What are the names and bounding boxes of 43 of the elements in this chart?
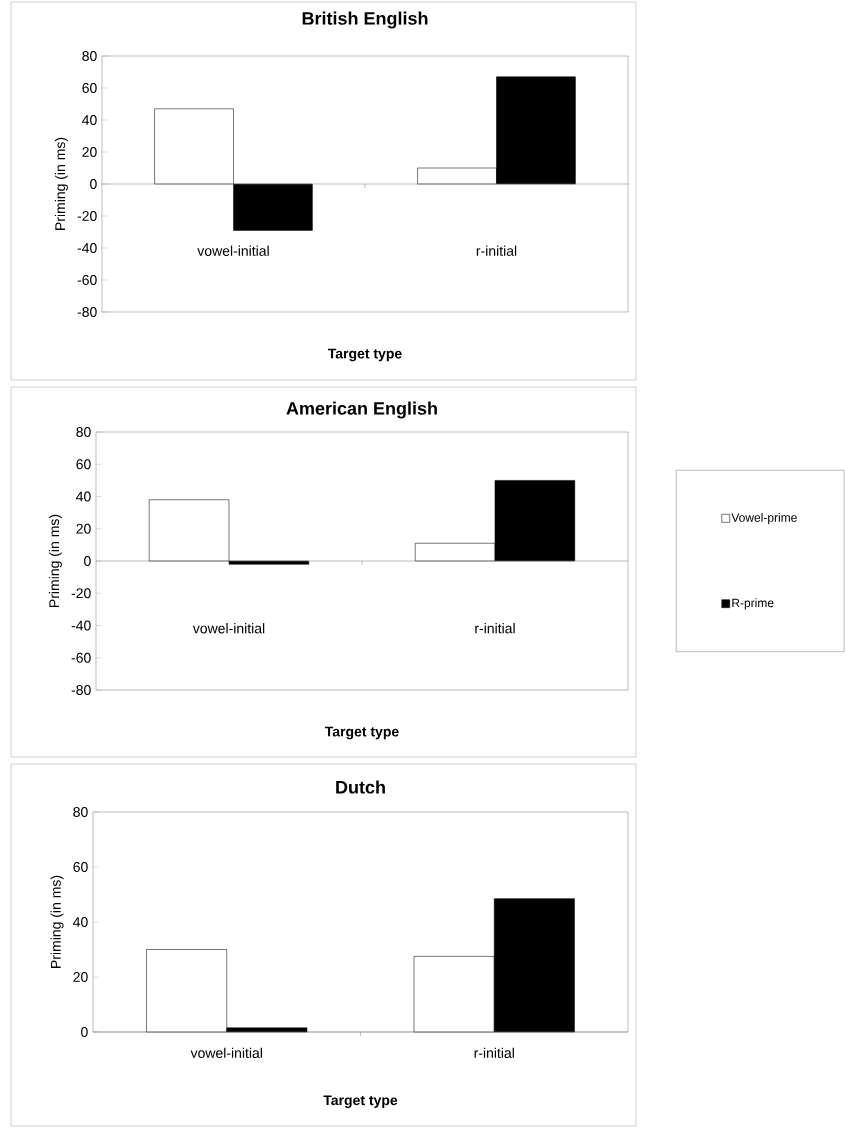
y-tick-label: 0 <box>90 179 97 189</box>
x-axis-title: Target type <box>323 1095 398 1108</box>
x-tick-label: vowel-initial <box>197 245 269 256</box>
y-axis-title: Priming (in ms) <box>48 514 62 607</box>
y-tick-label: 40 <box>82 115 97 125</box>
bar <box>154 108 234 185</box>
y-tick-label: 60 <box>76 459 91 470</box>
y-tick-label: -20 <box>77 211 97 221</box>
y-tick-label: 80 <box>76 427 91 437</box>
y-tick-label: 80 <box>73 807 88 817</box>
x-axis-title: Target type <box>324 726 399 740</box>
y-tick-label: 20 <box>73 972 88 982</box>
y-tick-label: 0 <box>84 556 91 566</box>
y-tick-label: -80 <box>71 685 91 695</box>
y-tick-label: 60 <box>82 83 97 93</box>
x-tick-label: r-initial <box>475 623 515 634</box>
y-tick-label: 40 <box>73 917 88 927</box>
y-tick-label: -40 <box>71 620 91 631</box>
y-axis-title: Priming (in ms) <box>54 137 68 230</box>
x-axis-title: Target type <box>327 348 402 362</box>
y-tick-label: 0 <box>81 1027 88 1037</box>
y-tick-label: -40 <box>77 243 97 253</box>
chart-title: Dutch <box>336 780 385 794</box>
y-tick-label: -80 <box>77 307 97 317</box>
y-tick-label: -20 <box>71 588 91 599</box>
x-tick-label: vowel-initial <box>192 623 265 634</box>
x-tick-label: r-initial <box>474 1047 514 1059</box>
bar <box>148 499 230 562</box>
chart-title: American English <box>286 401 437 419</box>
x-tick-label: vowel-initial <box>190 1047 262 1059</box>
y-tick-label: 80 <box>82 51 97 61</box>
legend-label: R-prime <box>732 598 774 610</box>
y-axis-title: Priming (in ms) <box>50 875 64 968</box>
y-tick-label: -60 <box>71 652 91 663</box>
y-tick-label: 20 <box>82 147 97 157</box>
chart-title: British English <box>302 11 428 29</box>
bar <box>233 183 313 231</box>
y-tick-label: -60 <box>77 275 97 285</box>
legend-label: Vowel-prime <box>731 512 797 525</box>
y-tick-label: 60 <box>73 862 88 872</box>
y-tick-label: 20 <box>76 523 91 534</box>
x-tick-label: r-initial <box>476 245 517 256</box>
y-tick-label: 40 <box>76 491 91 502</box>
